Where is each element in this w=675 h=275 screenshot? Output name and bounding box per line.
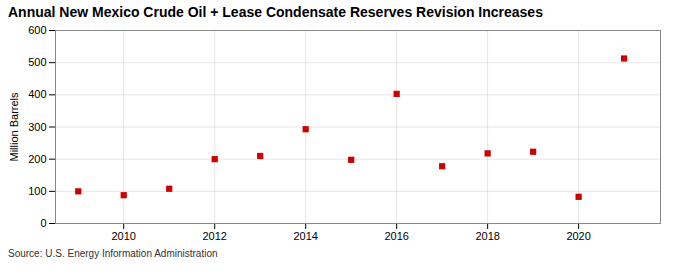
svg-text:2016: 2016 <box>384 230 408 242</box>
svg-text:2012: 2012 <box>202 230 226 242</box>
svg-text:100: 100 <box>28 185 46 197</box>
svg-text:400: 400 <box>28 88 46 100</box>
svg-text:300: 300 <box>28 121 46 133</box>
svg-text:0: 0 <box>40 217 46 229</box>
svg-text:200: 200 <box>28 153 46 165</box>
svg-text:2014: 2014 <box>293 230 317 242</box>
html-text:Annual New Mexico Crude Oil +: Annual New Mexico Crude Oil + Lease Cond… <box>8 4 543 20</box>
svg-text:2018: 2018 <box>475 230 499 242</box>
svg-text:2010: 2010 <box>111 230 135 242</box>
svg-text:Million Barrels: Million Barrels <box>8 92 20 162</box>
svg-text:500: 500 <box>28 56 46 68</box>
svg-text:2020: 2020 <box>566 230 590 242</box>
svg-text:600: 600 <box>28 24 46 36</box>
html-text:Source: U.S. Energy Informatio: Source: U.S. Energy Information Administ… <box>8 248 218 259</box>
